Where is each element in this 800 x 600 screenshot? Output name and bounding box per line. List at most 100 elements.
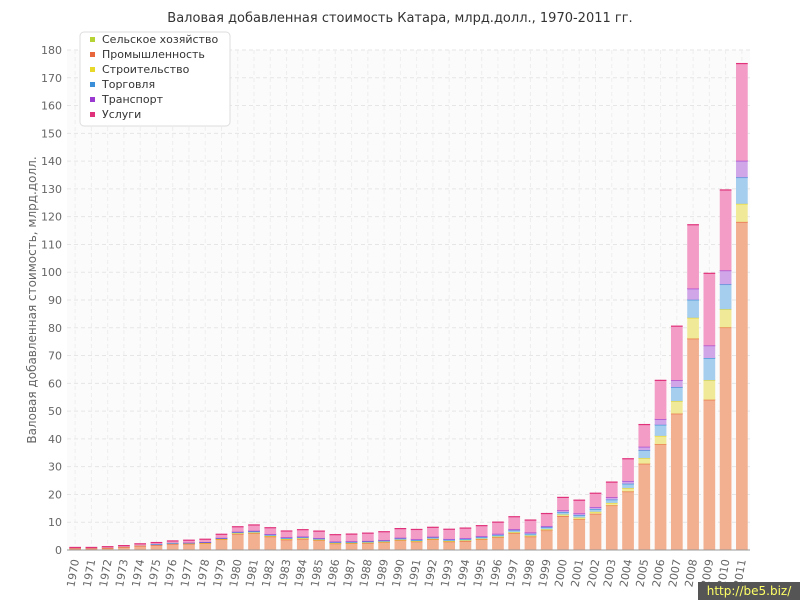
y-tick-label: 140 [41, 155, 62, 168]
bar-segment [524, 533, 537, 536]
bar-segment [622, 488, 634, 492]
legend: Сельское хозяйство Промышленность Строител… [79, 31, 231, 127]
bar-segment [719, 189, 732, 271]
bar-segment [540, 513, 553, 527]
x-tick-label: 2008 [682, 558, 700, 588]
bar-segment [638, 450, 651, 459]
x-tick-label: 2000 [552, 558, 570, 588]
bar-segment [508, 533, 521, 550]
y-tick-label: 150 [41, 127, 62, 140]
x-tick-label: 2005 [634, 558, 652, 588]
bar-segment [719, 327, 732, 550]
bar-segment [150, 544, 163, 550]
bar-segment [345, 543, 358, 550]
bar-segment [85, 548, 98, 550]
x-tick-label: 1999 [536, 558, 554, 588]
bar-segment [589, 493, 602, 508]
y-tick-label: 70 [48, 350, 62, 363]
bar-segment [654, 380, 667, 420]
bar-segment [573, 515, 586, 518]
bar-segment [622, 483, 634, 489]
bar-segment [589, 513, 602, 550]
bar-segment [134, 543, 147, 546]
x-tick-label: 1994 [455, 558, 473, 588]
bar-segment [329, 543, 342, 550]
bar-segment [540, 527, 553, 530]
bar-segment [573, 517, 586, 520]
x-tick-label: 1984 [292, 558, 310, 588]
bar-segment [703, 380, 716, 400]
y-tick-label: 50 [48, 405, 62, 418]
bar-segment [638, 424, 651, 447]
bar-segment [118, 547, 130, 550]
y-tick-label: 130 [41, 183, 62, 196]
bar-segment [264, 527, 277, 535]
x-tick-label: 1974 [129, 558, 147, 588]
bar-segment [703, 345, 716, 359]
x-tick-label: 1985 [308, 558, 326, 588]
bar-segment [605, 497, 618, 500]
bar-segment [459, 528, 472, 539]
bar-segment [492, 522, 504, 534]
bar-segment [475, 537, 488, 539]
bar-segment [638, 446, 651, 451]
bar-segment [670, 413, 683, 550]
chart-title: Валовая добавленная стоимость Катара, мл… [167, 11, 632, 26]
bar-segment [199, 539, 212, 542]
x-tick-label: 1975 [146, 558, 164, 588]
bar-segment [736, 203, 748, 222]
bar-segment [736, 160, 748, 178]
bar-segment [459, 539, 472, 541]
x-tick-label: 1991 [406, 558, 424, 588]
x-tick-label: 2002 [585, 558, 603, 588]
bar-segment [427, 537, 439, 539]
x-tick-label: 1992 [422, 558, 440, 588]
legend-label: Промышленность [102, 48, 205, 61]
bar-segment [410, 541, 423, 550]
bar-segment [557, 516, 569, 550]
bar-segment [638, 458, 651, 464]
bar-segment [280, 531, 293, 538]
bar-segment [670, 326, 683, 381]
x-tick-label: 2011 [731, 558, 749, 588]
x-tick-label: 1970 [64, 558, 82, 588]
y-tick-label: 40 [48, 433, 62, 446]
bar-segment [540, 530, 553, 550]
y-tick-label: 160 [41, 100, 62, 113]
y-tick-label: 120 [41, 211, 62, 224]
bar-segment [443, 541, 456, 550]
bar-segment [166, 543, 179, 550]
x-tick-label: 1988 [357, 558, 375, 588]
y-axis-label: Валовая добавленная стоимость, млрд.долл… [25, 156, 39, 443]
y-tick-label: 180 [41, 44, 62, 57]
bar-segment [670, 387, 683, 402]
bar-segment [492, 537, 504, 550]
bar-segment [687, 288, 699, 300]
bar-segment [199, 543, 212, 550]
bar-segment [183, 543, 195, 550]
y-tick-label: 170 [41, 72, 62, 85]
bar-segment [427, 527, 439, 537]
x-tick-label: 1995 [471, 558, 489, 588]
x-tick-label: 1981 [243, 558, 261, 588]
bar-segment [427, 539, 439, 550]
bar-segment [719, 309, 732, 328]
legend-label: Сельское хозяйство [102, 33, 218, 46]
bar-segment [605, 499, 618, 503]
bar-segment [573, 519, 586, 550]
bar-segment [459, 541, 472, 550]
bar-segment [573, 500, 586, 514]
bar-segment [264, 536, 277, 550]
bar-segment [248, 533, 260, 550]
bar-segment [654, 419, 667, 425]
bar-segment [605, 505, 618, 550]
x-tick-label: 2009 [699, 558, 717, 588]
x-tick-label: 1979 [211, 558, 229, 588]
legend-box [79, 31, 231, 127]
bar-segment [557, 512, 569, 515]
bar-segment [622, 491, 634, 550]
y-axis-ticks: 0 10 20 30 40 50 60 70 80 90 100 110 120 130 140 150 160… [41, 44, 62, 557]
bar-segment [670, 401, 683, 414]
bar-segment [557, 514, 569, 516]
